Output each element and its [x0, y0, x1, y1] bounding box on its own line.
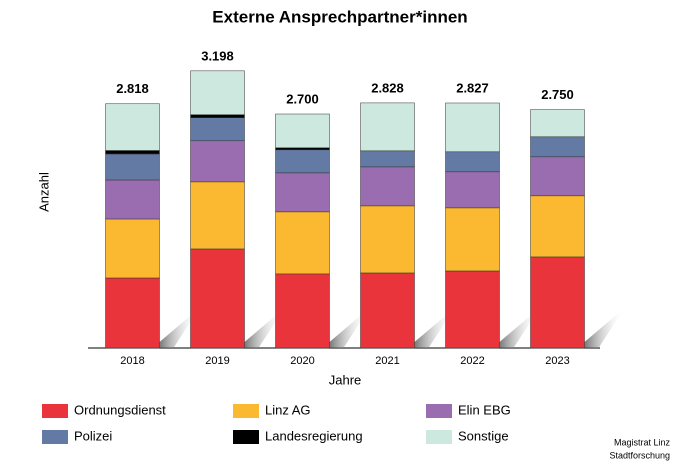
bar-shadow	[329, 308, 370, 348]
bar-segment	[360, 205, 415, 274]
legend-swatch	[42, 404, 68, 418]
total-label: 2.750	[541, 87, 574, 102]
bar-segment	[360, 272, 415, 349]
y-axis-label: Anzahl	[36, 172, 51, 212]
chart-title: Externe Ansprechpartner*innen	[212, 7, 467, 26]
bar-segment	[105, 218, 160, 279]
bar-segment	[190, 140, 245, 183]
bar-segment	[360, 102, 415, 152]
bar-segment	[105, 153, 160, 181]
bar-segment	[445, 102, 500, 153]
bar-segment	[105, 179, 160, 220]
x-tick-label: 2018	[120, 355, 144, 367]
bar-segment	[190, 248, 245, 349]
legend-swatch	[42, 430, 68, 444]
legend-label: Ordnungsdienst	[74, 402, 166, 417]
legend-swatch	[233, 404, 259, 418]
bar-segment	[445, 171, 500, 209]
source: Stadtforschung	[609, 450, 670, 460]
bar-segment	[360, 150, 415, 168]
legend-label: Linz AG	[265, 402, 311, 417]
legend-label: Sonstige	[458, 428, 509, 443]
total-label: 3.198	[201, 48, 234, 63]
x-axis-label: Jahre	[329, 372, 362, 387]
bar-segment	[530, 136, 585, 158]
bar-shadow	[244, 308, 285, 348]
legend-swatch	[426, 404, 452, 418]
bar-shadow	[584, 308, 625, 348]
legend-label: Landesregierung	[265, 428, 363, 443]
source: Magistrat Linz	[614, 437, 671, 447]
bar-segment	[530, 109, 585, 138]
bar-segment	[530, 256, 585, 349]
bar-shadow	[159, 308, 200, 348]
total-label: 2.827	[456, 80, 489, 95]
legend-swatch	[426, 430, 452, 444]
bar-segment	[275, 113, 330, 149]
x-tick-label: 2020	[290, 355, 314, 367]
x-tick-label: 2021	[375, 355, 399, 367]
bar-segment	[105, 277, 160, 349]
bar-segment	[190, 117, 245, 142]
x-tick-label: 2022	[460, 355, 484, 367]
total-label: 2.818	[116, 81, 149, 96]
legend-swatch	[233, 430, 259, 444]
x-tick-label: 2019	[205, 355, 229, 367]
bar-segment	[105, 150, 160, 155]
bar-shadow	[499, 308, 540, 348]
legend-label: Elin EBG	[458, 402, 511, 417]
x-tick-label: 2023	[545, 355, 569, 367]
bar-shadow	[414, 308, 455, 348]
bar-segment	[275, 172, 330, 213]
bar-segment	[445, 151, 500, 173]
bar-segment	[360, 166, 415, 207]
bar-segment	[275, 147, 330, 151]
total-label: 2.828	[371, 80, 404, 95]
total-label: 2.700	[286, 91, 319, 106]
bar-segment	[190, 181, 245, 250]
bar-segment	[190, 70, 245, 115]
bar-segment	[530, 195, 585, 258]
bar-segment	[275, 211, 330, 275]
bar-segment	[530, 156, 585, 197]
legend-label: Polizei	[74, 428, 112, 443]
bar-segment	[275, 273, 330, 349]
bar-segment	[445, 207, 500, 272]
bar-segment	[190, 114, 245, 118]
bar-segment	[275, 149, 330, 174]
bar-segment	[105, 103, 160, 151]
bar-segment	[445, 270, 500, 349]
